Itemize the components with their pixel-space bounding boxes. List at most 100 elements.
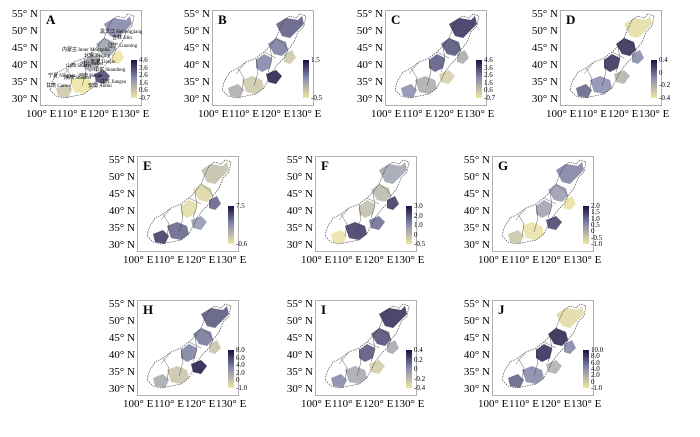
latitude-tick-label: 35° N <box>108 222 135 234</box>
latitude-tick-label: 50° N <box>356 25 383 37</box>
latitude-tick-label: 35° N <box>463 366 490 378</box>
latitude-tick-label: 50° N <box>108 171 135 183</box>
latitude-tick-label: 50° N <box>286 315 313 327</box>
latitude-tick-label: 50° N <box>463 315 490 327</box>
colorbar-tick-label: -0.7 <box>139 94 151 102</box>
longitude-tick-label: 110° E <box>332 254 362 266</box>
province-boundary <box>338 351 350 365</box>
value-region <box>576 84 592 98</box>
longitude-tick-label: 120° E <box>540 398 571 410</box>
latitude-tick-label: 40° N <box>286 349 313 361</box>
latitude-tick-label: 30° N <box>108 383 135 395</box>
province-boundary <box>253 57 259 87</box>
colorbar-tick-label: 0 <box>414 365 418 373</box>
longitude-tick-label: 120° E <box>88 108 119 120</box>
colorbar-tick-label: 1.5 <box>311 56 320 64</box>
province-name: 辽宁 Liaoning <box>108 44 138 49</box>
province-boundary <box>95 45 101 73</box>
colorbar-tick-label: 4.6 <box>139 56 148 64</box>
colorbar-tick-label: 4.6 <box>484 56 493 64</box>
value-region <box>242 76 264 94</box>
longitude-tick-label: 100° E <box>478 398 509 410</box>
map-panel-f: 3.0 2.0 1.0 0 -0.5 F 55° N 50° N 45° N 40° N 35° N… <box>275 148 425 268</box>
province-boundary <box>440 45 446 73</box>
longitude-tick-label: 110° E <box>402 108 432 120</box>
value-region <box>616 38 636 56</box>
longitude-tick-label: 120° E <box>433 108 464 120</box>
colorbar-tick-label: 4.0 <box>591 365 600 373</box>
province-boundary <box>547 335 553 363</box>
province-name: 内蒙古 Inner Mongolia <box>62 48 110 53</box>
latitude-tick-label: 55° N <box>183 8 210 20</box>
longitude-tick-label: 100° E <box>371 108 402 120</box>
province-boundary <box>103 37 117 51</box>
latitude-tick-label: 50° N <box>183 25 210 37</box>
province-boundary <box>611 51 625 59</box>
province-name: 河北 Hebei <box>80 62 104 67</box>
province-boundary <box>543 341 557 349</box>
value-region <box>457 50 469 64</box>
latitude-tick-label: 45° N <box>286 188 313 200</box>
province-boundary <box>340 213 348 237</box>
province-boundary <box>200 183 214 197</box>
value-region <box>167 222 189 240</box>
latitude-tick-label: 30° N <box>108 239 135 251</box>
colorbar-tick-label: 10.0 <box>591 346 604 354</box>
value-region <box>379 162 407 184</box>
country-boundary <box>324 303 410 389</box>
colorbar-tick-label: -0.2 <box>414 374 426 383</box>
map-svg <box>146 159 234 245</box>
latitude-tick-label: 30° N <box>11 93 38 105</box>
province-boundary <box>63 61 75 75</box>
colorbar-tick-label: 6.0 <box>591 358 600 367</box>
longitude-tick-label: 130° E <box>394 254 425 266</box>
map-frame <box>492 300 594 396</box>
latitude-tick-label: 30° N <box>183 93 210 105</box>
country-boundary <box>146 303 232 389</box>
longitude-tick-label: 100° E <box>26 108 57 120</box>
latitude-tick-label: 55° N <box>463 154 490 166</box>
latitude-tick-label: 45° N <box>531 42 558 54</box>
colorbar-tick-label: -1.0 <box>591 240 603 248</box>
map-frame <box>40 10 142 106</box>
map-svg <box>146 303 234 389</box>
latitude-tick-label: 45° N <box>183 42 210 54</box>
latitude-tick-label: 30° N <box>286 239 313 251</box>
province-boundary <box>340 357 348 381</box>
colorbar <box>303 60 309 98</box>
country-boundary <box>501 159 587 245</box>
value-region <box>70 76 92 94</box>
colorbar <box>583 206 589 244</box>
colorbar-tick-label: 2.0 <box>591 202 600 210</box>
value-region <box>369 360 385 374</box>
colorbar-tick-label: 1.0 <box>591 214 600 223</box>
value-region <box>153 374 169 388</box>
value-region <box>345 222 367 240</box>
longitude-tick-label: 100° E <box>198 108 229 120</box>
value-region <box>522 366 544 384</box>
map-frame <box>315 156 417 252</box>
province-boundary <box>192 335 198 363</box>
longitude-tick-label: 130° E <box>571 254 602 266</box>
latitude-tick-label: 45° N <box>463 332 490 344</box>
colorbar-tick-label: 7.5 <box>236 202 245 210</box>
colorbar-tick-label: -0.4 <box>659 94 671 102</box>
value-region <box>546 216 562 230</box>
longitude-tick-label: 120° E <box>260 108 291 120</box>
colorbar-tick-label: 8.0 <box>236 346 245 354</box>
latitude-tick-label: 35° N <box>286 222 313 234</box>
value-region <box>193 184 213 202</box>
latitude-tick-label: 40° N <box>11 59 38 71</box>
latitude-tick-label: 45° N <box>108 188 135 200</box>
province-name: 天津 Tianjin <box>90 60 116 65</box>
panel-label: B <box>218 12 227 27</box>
province-boundary <box>585 67 593 91</box>
colorbar-tick-label: 0 <box>591 377 595 386</box>
value-region <box>193 328 213 346</box>
latitude-tick-label: 50° N <box>531 25 558 37</box>
province-boundary <box>378 183 392 197</box>
colorbar-tick-label: 0 <box>236 376 240 385</box>
country-boundary <box>501 303 587 389</box>
colorbar-tick-label: 1.5 <box>591 208 600 217</box>
value-region <box>449 16 477 38</box>
